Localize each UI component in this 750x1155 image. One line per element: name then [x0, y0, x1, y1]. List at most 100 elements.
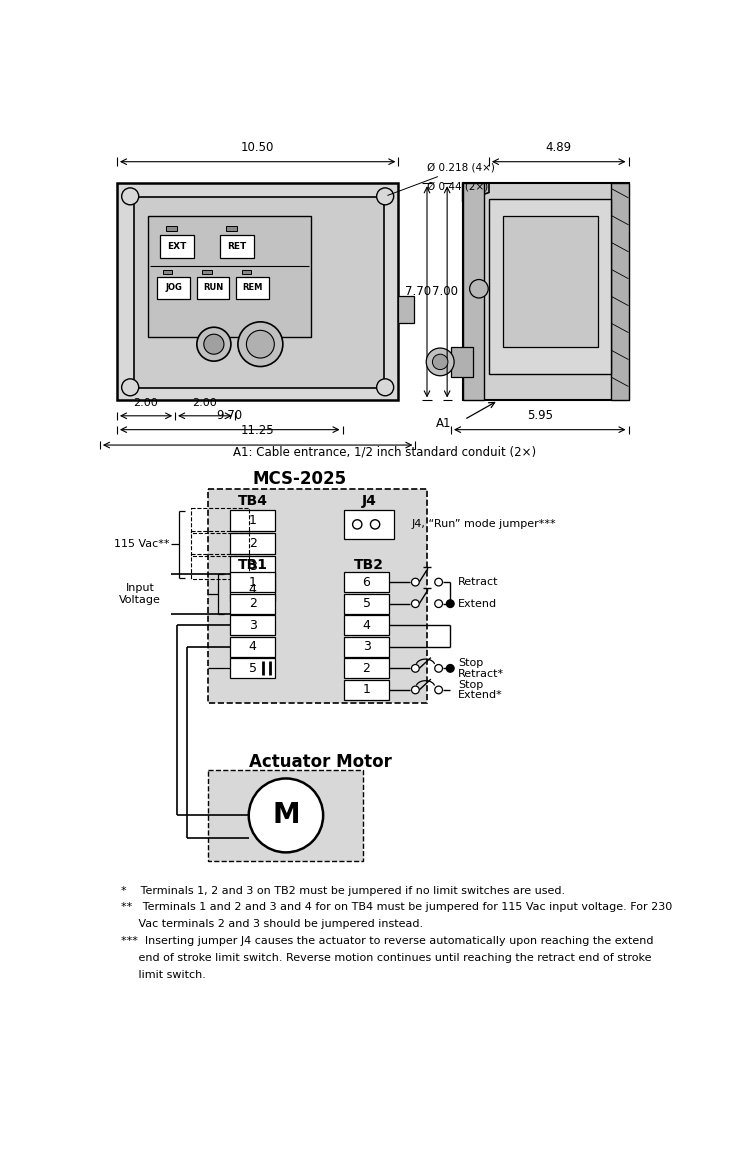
- Circle shape: [435, 686, 442, 694]
- Text: Retract*: Retract*: [458, 669, 504, 679]
- Text: 3: 3: [249, 619, 256, 632]
- Text: limit switch.: limit switch.: [121, 970, 206, 981]
- Circle shape: [376, 188, 394, 204]
- Text: TB1: TB1: [238, 558, 268, 572]
- Circle shape: [435, 664, 442, 672]
- Circle shape: [352, 520, 362, 529]
- Circle shape: [204, 334, 224, 355]
- Text: M: M: [272, 802, 300, 829]
- Bar: [117, 184, 398, 401]
- Bar: [230, 616, 275, 635]
- Text: 10.50: 10.50: [241, 141, 274, 154]
- Circle shape: [247, 330, 274, 358]
- Bar: [344, 616, 389, 635]
- Text: REM: REM: [242, 283, 262, 292]
- Circle shape: [433, 355, 448, 370]
- Text: Input: Input: [126, 582, 154, 593]
- Text: 4: 4: [362, 619, 370, 632]
- Bar: [344, 594, 389, 613]
- Text: MCS-2025: MCS-2025: [252, 470, 346, 487]
- Text: 2.00: 2.00: [134, 398, 158, 408]
- Text: A1: A1: [436, 417, 451, 430]
- Text: Actuator Motor: Actuator Motor: [249, 753, 392, 772]
- Text: J4, “Run” mode jumper***: J4, “Run” mode jumper***: [412, 520, 556, 529]
- Bar: [202, 269, 211, 274]
- Bar: [209, 770, 364, 860]
- Bar: [463, 184, 484, 401]
- Bar: [226, 225, 237, 231]
- Bar: [158, 277, 190, 299]
- Text: 3: 3: [362, 640, 370, 654]
- Circle shape: [426, 348, 454, 375]
- Circle shape: [412, 599, 419, 608]
- Polygon shape: [463, 184, 489, 202]
- Text: 7.00: 7.00: [432, 285, 457, 298]
- Text: 11.25: 11.25: [241, 424, 274, 438]
- Circle shape: [435, 599, 442, 608]
- Bar: [489, 199, 611, 374]
- Text: JOG: JOG: [165, 283, 182, 292]
- Circle shape: [446, 599, 454, 608]
- Bar: [503, 216, 598, 346]
- Text: Retract: Retract: [458, 578, 499, 587]
- Text: end of stroke limit switch. Reverse motion continues until reaching the retract : end of stroke limit switch. Reverse moti…: [121, 953, 651, 963]
- Text: ***  Inserting jumper J4 causes the actuator to reverse automatically upon reach: *** Inserting jumper J4 causes the actua…: [121, 937, 653, 946]
- Bar: [344, 658, 389, 678]
- Text: **   Terminals 1 and 2 and 3 and 4 for on TB4 must be jumpered for 115 Vac input: ** Terminals 1 and 2 and 3 and 4 for on …: [121, 902, 672, 912]
- Text: 4.89: 4.89: [546, 141, 572, 154]
- Bar: [242, 269, 251, 274]
- Bar: [463, 184, 628, 401]
- Circle shape: [122, 379, 139, 396]
- Bar: [166, 225, 177, 231]
- Text: 3: 3: [249, 560, 256, 573]
- Bar: [230, 579, 275, 601]
- Circle shape: [470, 280, 488, 298]
- Text: 2: 2: [249, 597, 256, 610]
- Bar: [344, 680, 389, 700]
- Bar: [611, 184, 628, 401]
- Circle shape: [249, 778, 323, 852]
- Bar: [163, 269, 172, 274]
- Text: A1: Cable entrance, 1/2 inch standard conduit (2×): A1: Cable entrance, 1/2 inch standard co…: [232, 445, 536, 459]
- Text: *    Terminals 1, 2 and 3 on TB2 must be jumpered if no limit switches are used.: * Terminals 1, 2 and 3 on TB2 must be ju…: [121, 886, 565, 895]
- Bar: [230, 532, 275, 554]
- Bar: [209, 489, 427, 703]
- Circle shape: [412, 686, 419, 694]
- Text: 5: 5: [362, 597, 370, 610]
- Circle shape: [376, 379, 394, 396]
- Bar: [236, 277, 269, 299]
- Text: 2: 2: [249, 537, 256, 550]
- Text: Voltage: Voltage: [119, 595, 161, 605]
- Text: Extend: Extend: [458, 598, 497, 609]
- Text: 1: 1: [249, 575, 256, 589]
- Bar: [344, 572, 389, 593]
- Circle shape: [446, 664, 454, 672]
- Circle shape: [196, 327, 231, 362]
- Bar: [196, 277, 230, 299]
- Text: 4: 4: [249, 640, 256, 654]
- Circle shape: [122, 188, 139, 204]
- Text: RUN: RUN: [203, 283, 223, 292]
- Circle shape: [412, 664, 419, 672]
- Text: EXT: EXT: [167, 241, 186, 251]
- Text: 6: 6: [362, 575, 370, 589]
- Circle shape: [412, 579, 419, 586]
- Text: Ø 0.44 (2×): Ø 0.44 (2×): [427, 181, 488, 192]
- Bar: [134, 198, 383, 388]
- Bar: [190, 554, 249, 579]
- Circle shape: [370, 520, 380, 529]
- Text: Stop: Stop: [458, 658, 483, 668]
- Text: 5.95: 5.95: [526, 409, 553, 422]
- Bar: [344, 636, 389, 657]
- Text: J4: J4: [362, 494, 376, 508]
- Bar: [220, 234, 254, 258]
- Text: 115 Vac**: 115 Vac**: [114, 539, 170, 550]
- Text: RET: RET: [227, 241, 247, 251]
- Text: Extend*: Extend*: [458, 691, 503, 700]
- Bar: [190, 508, 249, 532]
- Text: Vac terminals 2 and 3 should be jumpered instead.: Vac terminals 2 and 3 should be jumpered…: [121, 919, 423, 930]
- Text: 4: 4: [249, 583, 256, 596]
- Text: 1: 1: [249, 514, 256, 527]
- Text: Ø 0.218 (4×): Ø 0.218 (4×): [388, 163, 495, 195]
- Bar: [190, 531, 249, 556]
